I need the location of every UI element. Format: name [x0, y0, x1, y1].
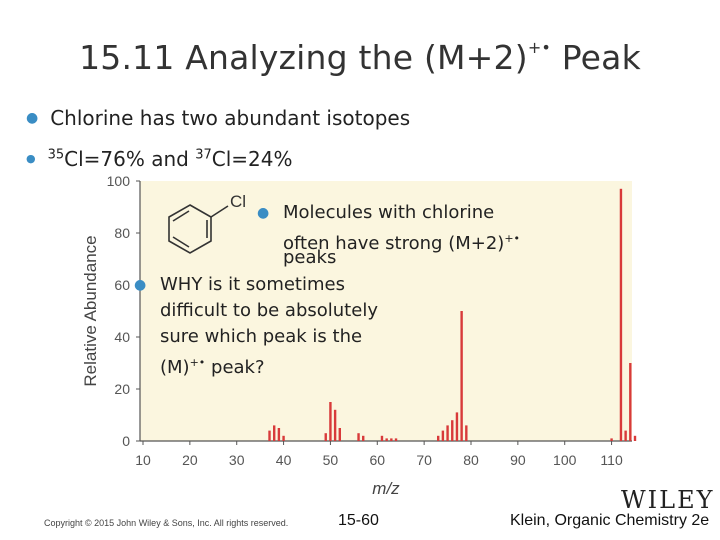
callout-strong-peaks: ● Molecules with chlorine often have str… — [257, 200, 583, 271]
spectrum-peak — [273, 425, 276, 441]
y-tick-label: 80 — [114, 225, 130, 241]
title-end: Peak — [551, 38, 641, 77]
x-tick-label: 70 — [416, 452, 432, 468]
bullet-abundance: ● 35Cl=76% and 37Cl=24% — [26, 147, 293, 171]
bullet-dot-icon: ● — [257, 205, 270, 221]
bullet-text-part1: Cl=76% and — [64, 147, 196, 171]
book-citation: Klein, Organic Chemistry 2e — [510, 512, 710, 529]
title-text: 15.11 Analyzing the (M+2) — [79, 38, 528, 77]
y-tick-label: 100 — [107, 173, 131, 189]
callout2-line4-end: peak? — [205, 357, 265, 378]
spectrum-peak — [277, 428, 281, 441]
chart-ticks: 0 20 40 60 80 100 10 20 30 40 50 60 70 80 90 100 110 — [107, 173, 623, 468]
spectrum-peak — [362, 435, 365, 441]
callout2-line4-text: (M) — [160, 357, 190, 378]
isotope-37: 37 — [195, 147, 212, 163]
spectrum-peak — [465, 425, 468, 441]
spectrum-peak — [385, 438, 388, 441]
spectrum-peak — [268, 430, 271, 441]
bullet-isotopes: ● Chlorine has two abundant isotopes — [26, 106, 410, 130]
y-tick-label: 20 — [114, 381, 130, 397]
spectrum-peak — [455, 412, 459, 441]
spectrum-peak — [624, 430, 627, 441]
spectrum-peak — [446, 425, 449, 441]
spectrum-peak — [333, 409, 337, 441]
x-tick-label: 40 — [276, 452, 292, 468]
callout1-line1: Molecules with chlorine — [283, 202, 495, 223]
spectrum-peak — [451, 420, 454, 441]
callout2-line4: (M)+• peak? — [160, 350, 450, 381]
title-superscript: +• — [527, 38, 552, 57]
copyright-notice: Copyright © 2015 John Wiley & Sons, Inc.… — [44, 518, 289, 528]
spectrum-peak — [619, 188, 623, 441]
callout2-line2: difficult to be absolutely — [160, 300, 378, 321]
spectrum-peak — [610, 438, 613, 441]
x-tick-label: 110 — [600, 452, 623, 468]
x-tick-label: 20 — [182, 452, 198, 468]
slide-title: 15.11 Analyzing the (M+2)+• Peak — [0, 38, 720, 77]
page-number: 15-60 — [338, 512, 379, 529]
x-tick-label: 10 — [135, 452, 151, 468]
callout1-superscript: +• — [504, 232, 521, 245]
x-tick-label: 60 — [369, 452, 385, 468]
x-tick-label: 30 — [229, 452, 245, 468]
y-tick-label: 0 — [122, 433, 130, 449]
x-tick-label: 100 — [553, 452, 577, 468]
x-tick-label: 80 — [463, 452, 479, 468]
bullet-text: Chlorine has two abundant isotopes — [50, 106, 411, 130]
isotope-35: 35 — [47, 147, 65, 163]
spectrum-peak — [437, 435, 440, 441]
spectrum-peak — [390, 438, 393, 441]
spectrum-peak — [441, 430, 445, 441]
callout-why-question: ● WHY is it sometimes difficult to be ab… — [134, 272, 450, 381]
spectrum-peak — [460, 311, 463, 441]
spectrum-peak — [629, 363, 632, 441]
bullet-dot-icon: ● — [134, 277, 147, 293]
x-tick-label: 50 — [323, 452, 339, 468]
spectrum-peak — [338, 428, 341, 441]
x-tick-label: 90 — [510, 452, 526, 468]
spectrum-peak — [380, 435, 384, 441]
spectrum-peak — [357, 433, 360, 441]
spectrum-peak — [329, 402, 332, 441]
plot-area — [140, 181, 632, 441]
callout1-line2-text: often have strong (M+2) — [283, 233, 505, 254]
wiley-logo: WILEY — [621, 486, 715, 514]
y-axis-label: Relative Abundance — [81, 235, 100, 386]
callout1-line2: often have strong (M+2)+• — [283, 226, 583, 257]
callout2-line3: sure which peak is the — [160, 326, 363, 347]
spectrum-peak — [282, 435, 285, 441]
x-axis-label: m/z — [372, 479, 400, 498]
chlorobenzene-structure-icon — [168, 204, 229, 254]
callout1-line3: peaks — [283, 247, 337, 268]
spectrum-peak — [633, 435, 637, 441]
bullet-dot-icon: ● — [26, 110, 39, 126]
spectrum-peak — [324, 433, 327, 441]
bullet-text-part2: Cl=24% — [211, 147, 293, 171]
y-tick-label: 60 — [114, 277, 130, 293]
y-tick-label: 40 — [114, 329, 130, 345]
chart-bars — [268, 188, 637, 441]
spectrum-peak — [394, 438, 398, 441]
chlorine-label: Cl — [230, 192, 246, 211]
callout2-superscript: +• — [189, 356, 206, 369]
callout2-line1: WHY is it sometimes — [160, 274, 345, 295]
bullet-dot-icon: ● — [26, 152, 36, 165]
